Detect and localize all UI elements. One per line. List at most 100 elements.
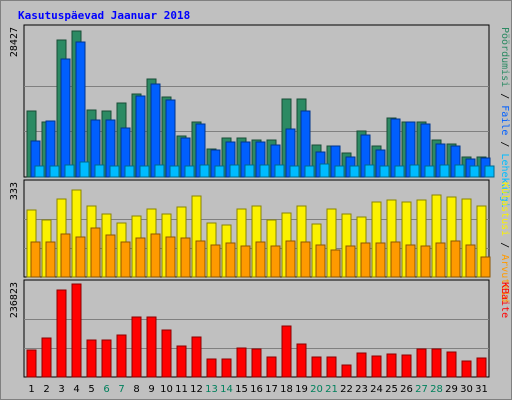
side-legend-part-hits-2: Faile — [499, 105, 510, 135]
day-label-5: 5 — [88, 384, 94, 395]
bar-kbytes-KBaite-5 — [86, 339, 97, 378]
bar-visits-Arvuteid-4 — [75, 236, 86, 278]
day-label-14: 14 — [220, 384, 233, 395]
bar-hits-Lehekülgi-12 — [199, 164, 210, 178]
bar-hits-Lehekülgi-23 — [364, 164, 375, 178]
bar-hits-Lehekülgi-16 — [259, 164, 270, 178]
bar-kbytes-KBaite-23 — [356, 352, 367, 378]
day-label-9: 9 — [148, 384, 154, 395]
bar-kbytes-KBaite-10 — [161, 329, 172, 378]
bar-hits-Lehekülgi-9 — [154, 164, 165, 178]
bar-kbytes-KBaite-4 — [71, 283, 82, 378]
bar-hits-Lehekülgi-28 — [439, 164, 450, 178]
day-label-30: 30 — [460, 384, 473, 395]
chart-title: Kasutuspäevad Jaanuar 2018 — [18, 9, 190, 22]
bar-hits-Lehekülgi-4 — [79, 161, 90, 178]
day-label-15: 15 — [235, 384, 248, 395]
bar-hits-Lehekülgi-2 — [49, 165, 60, 178]
bar-visits-Arvuteid-5 — [90, 227, 101, 278]
bar-kbytes-KBaite-12 — [191, 336, 202, 378]
day-label-1: 1 — [28, 384, 34, 395]
bar-visits-Arvuteid-31 — [480, 256, 491, 278]
day-label-8: 8 — [133, 384, 139, 395]
day-label-19: 19 — [295, 384, 308, 395]
day-label-21: 21 — [325, 384, 338, 395]
bar-hits-Lehekülgi-19 — [304, 165, 315, 178]
day-label-11: 11 — [175, 384, 188, 395]
bar-visits-Arvuteid-16 — [255, 241, 266, 278]
day-label-6: 6 — [103, 384, 109, 395]
bar-kbytes-KBaite-25 — [386, 353, 397, 378]
bar-kbytes-KBaite-27 — [416, 348, 427, 378]
bar-hits-Faile-9 — [150, 83, 161, 178]
bar-visits-Arvuteid-26 — [405, 244, 416, 278]
day-label-20: 20 — [310, 384, 323, 395]
day-label-10: 10 — [160, 384, 173, 395]
bar-visits-Arvuteid-1 — [30, 241, 41, 278]
bar-kbytes-KBaite-24 — [371, 355, 382, 378]
bar-kbytes-KBaite-2 — [41, 337, 52, 378]
bar-kbytes-KBaite-14 — [221, 358, 232, 378]
bar-hits-Lehekülgi-31 — [484, 165, 495, 178]
bar-visits-Arvuteid-8 — [135, 237, 146, 278]
bar-kbytes-KBaite-7 — [116, 334, 127, 378]
bar-kbytes-KBaite-19 — [296, 343, 307, 378]
day-label-3: 3 — [58, 384, 64, 395]
bar-visits-Arvuteid-22 — [345, 245, 356, 278]
bar-visits-Arvuteid-20 — [315, 244, 326, 278]
bar-hits-Lehekülgi-8 — [139, 165, 150, 178]
bar-hits-Lehekülgi-13 — [214, 165, 225, 178]
bar-hits-Lehekülgi-18 — [289, 165, 300, 178]
side-legend-part-hits-4: Lehekülgi — [499, 153, 510, 207]
bar-hits-Lehekülgi-14 — [229, 164, 240, 178]
day-label-2: 2 — [43, 384, 49, 395]
bar-hits-Lehekülgi-25 — [394, 165, 405, 178]
bar-kbytes-KBaite-20 — [311, 356, 322, 378]
bar-visits-Arvuteid-10 — [165, 236, 176, 278]
bar-kbytes-KBaite-30 — [461, 360, 472, 378]
day-label-22: 22 — [340, 384, 353, 395]
bar-visits-Arvuteid-12 — [195, 240, 206, 278]
bar-visits-Arvuteid-13 — [210, 244, 221, 278]
bar-kbytes-KBaite-3 — [56, 289, 67, 378]
bar-hits-Lehekülgi-15 — [244, 164, 255, 178]
bar-hits-Lehekülgi-27 — [424, 165, 435, 178]
bar-hits-Lehekülgi-1 — [34, 165, 45, 178]
side-legend-part-visits-1: / — [499, 236, 510, 254]
bar-kbytes-KBaite-22 — [341, 364, 352, 378]
bar-visits-Arvuteid-11 — [180, 237, 191, 278]
bar-visits-Arvuteid-14 — [225, 242, 236, 278]
bar-visits-Arvuteid-25 — [390, 241, 401, 278]
bar-hits-Lehekülgi-30 — [469, 165, 480, 178]
bar-hits-Lehekülgi-6 — [109, 165, 120, 178]
day-label-16: 16 — [250, 384, 263, 395]
bar-visits-Arvuteid-2 — [45, 241, 56, 278]
bar-kbytes-KBaite-8 — [131, 316, 142, 378]
bar-kbytes-KBaite-16 — [251, 348, 262, 378]
bar-hits-Lehekülgi-7 — [124, 165, 135, 178]
ymax-label-hits: 28427 — [9, 27, 20, 57]
bar-kbytes-KBaite-17 — [266, 356, 277, 378]
bar-kbytes-KBaite-29 — [446, 351, 457, 378]
side-legend-part-visits-2: Arvuteid — [499, 254, 510, 302]
bar-visits-Arvuteid-7 — [120, 241, 131, 278]
bar-kbytes-KBaite-28 — [431, 348, 442, 378]
bar-kbytes-KBaite-21 — [326, 356, 337, 378]
day-label-23: 23 — [355, 384, 368, 395]
bar-hits-Faile-10 — [165, 99, 176, 178]
side-legend-part-visits-0: Külastusi — [499, 182, 510, 236]
bar-hits-Lehekülgi-26 — [409, 164, 420, 178]
bar-hits-Lehekülgi-5 — [94, 164, 105, 178]
bar-hits-Lehekülgi-17 — [274, 164, 285, 178]
bar-hits-Lehekülgi-3 — [64, 164, 75, 178]
bar-visits-Arvuteid-21 — [330, 249, 341, 278]
bar-visits-Arvuteid-28 — [435, 242, 446, 278]
day-label-7: 7 — [118, 384, 124, 395]
day-label-18: 18 — [280, 384, 293, 395]
day-label-25: 25 — [385, 384, 398, 395]
bar-hits-Lehekülgi-20 — [319, 163, 330, 178]
bar-hits-Lehekülgi-29 — [454, 164, 465, 178]
bar-hits-Lehekülgi-11 — [184, 165, 195, 178]
bar-kbytes-KBaite-31 — [476, 357, 487, 378]
